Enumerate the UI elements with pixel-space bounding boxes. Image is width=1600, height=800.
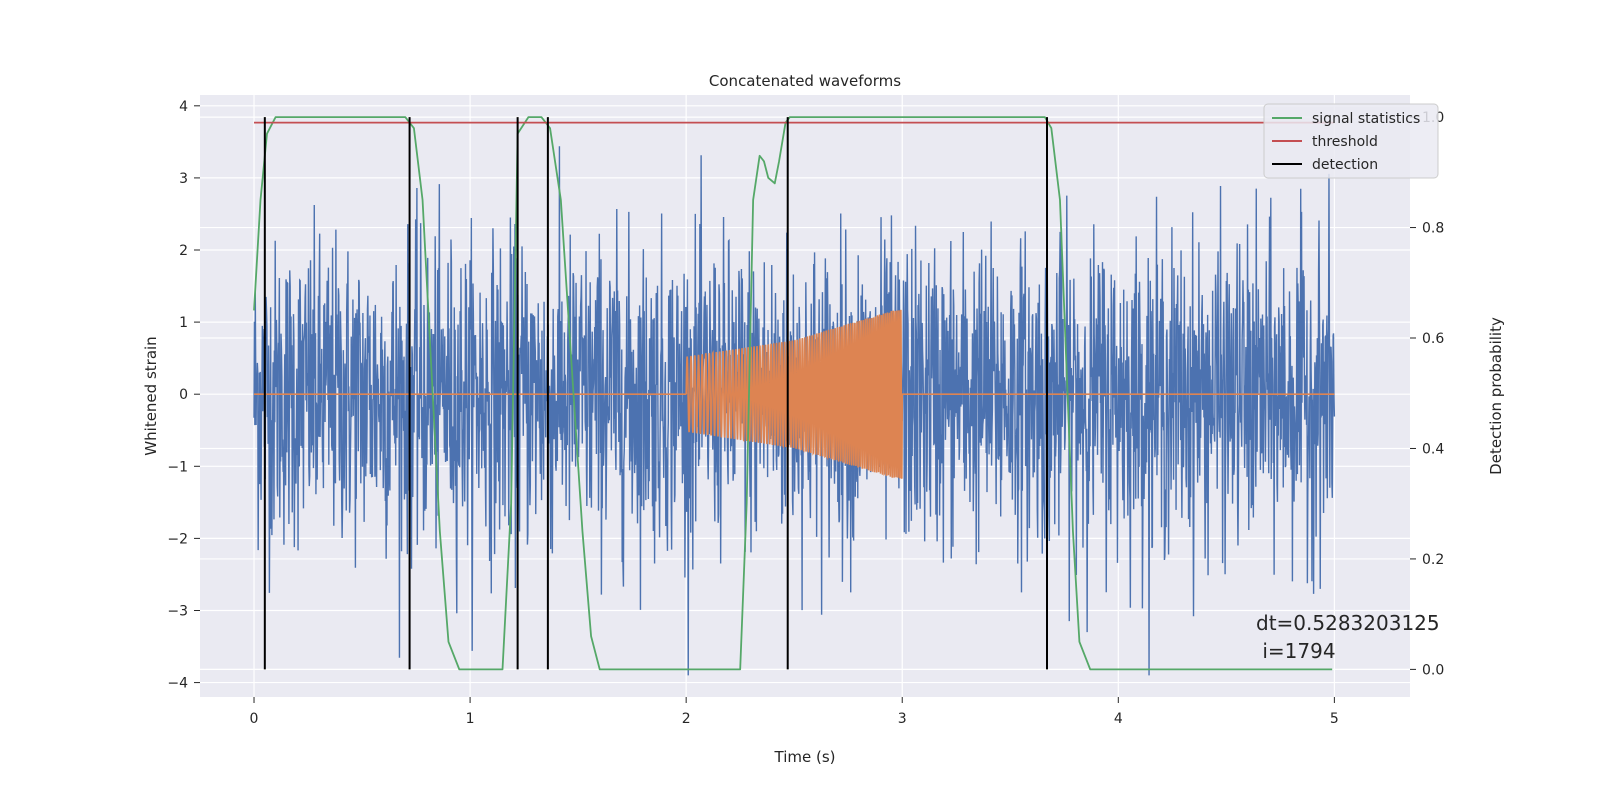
signal-statistics-series — [253, 116, 1333, 671]
y-tick-label-left: −3 — [167, 603, 188, 619]
x-tick-label: 4 — [1114, 711, 1123, 727]
y-tick-label-right: 0.0 — [1422, 662, 1444, 678]
legend-label-signal-statistics: signal statistics — [1312, 111, 1420, 127]
y-tick-label-left: −4 — [167, 676, 188, 692]
signal-line — [254, 309, 1335, 479]
y-tick-label-right: 0.2 — [1422, 552, 1444, 568]
y-tick-label-left: 3 — [179, 171, 188, 187]
x-tick-label: 2 — [682, 711, 691, 727]
y-tick-label-right: 0.4 — [1422, 441, 1444, 457]
x-axis-label: Time (s) — [774, 748, 836, 766]
x-tick-label: 3 — [898, 711, 907, 727]
y-tick-label-left: −1 — [167, 459, 188, 475]
x-tick-label: 1 — [466, 711, 475, 727]
y-tick-label-right: 0.6 — [1422, 331, 1444, 347]
y-axis-left-label: Whitened strain — [142, 336, 160, 455]
y-tick-label-left: −2 — [167, 531, 188, 547]
legend-label-detection: detection — [1312, 157, 1378, 173]
y-tick-label-left: 4 — [179, 99, 188, 115]
y-axis-right-label: Detection probability — [1487, 317, 1505, 475]
y-tick-label-left: 0 — [179, 387, 188, 403]
injected-signal-series — [254, 309, 1335, 479]
x-tick-label: 5 — [1330, 711, 1339, 727]
legend-box — [1263, 103, 1439, 179]
signal-statistics-line — [253, 116, 1333, 671]
legend-label-threshold: threshold — [1312, 134, 1378, 150]
x-tick-label: 0 — [250, 711, 259, 727]
annotation-index: i=1794 — [1256, 639, 1336, 663]
y-tick-label-right: 0.8 — [1422, 221, 1444, 237]
detection-series — [263, 117, 1048, 670]
annotation-dt: dt=0.5283203125 — [1256, 611, 1440, 635]
y-tick-label-left: 1 — [179, 315, 188, 331]
y-tick-label-left: 2 — [179, 243, 188, 259]
legend: signal statistics threshold detection — [1263, 103, 1439, 179]
chart-title: Concatenated waveforms — [709, 72, 901, 90]
